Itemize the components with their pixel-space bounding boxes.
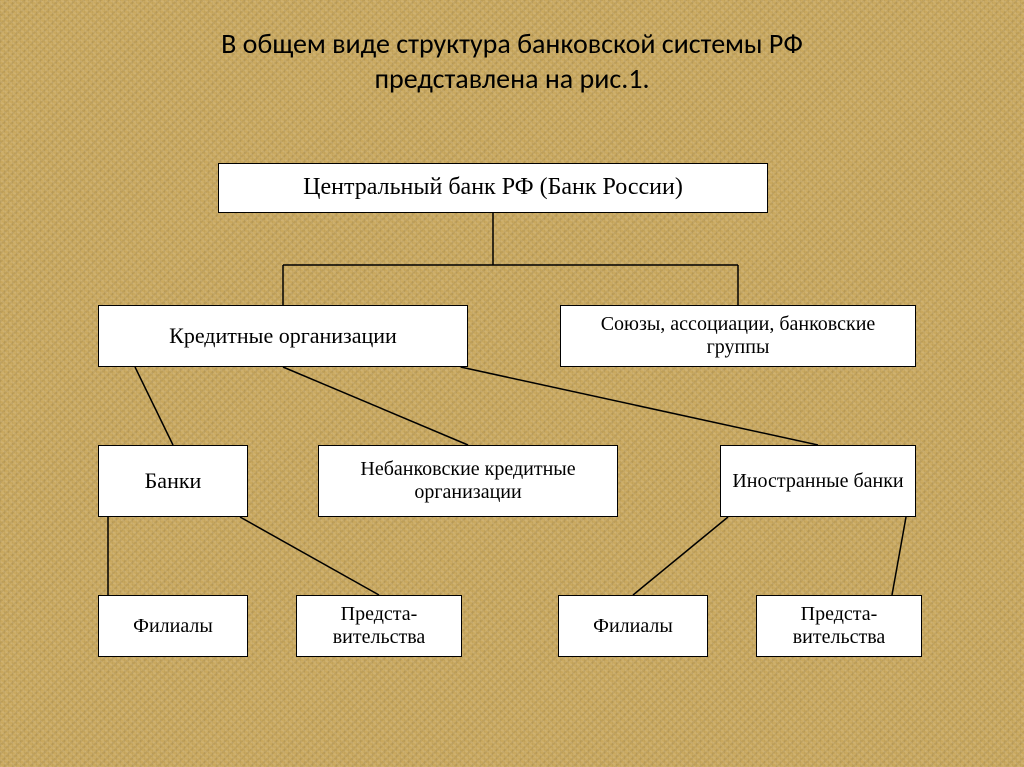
- node-l4b: Предста-вительства: [296, 595, 462, 657]
- node-l2b: Союзы, ассоциации, банковские группы: [560, 305, 916, 367]
- title-line-2: представлена на рис.1.: [374, 61, 649, 96]
- node-root: Центральный банк РФ (Банк России): [218, 163, 768, 213]
- slide: В общем виде структура банковской систем…: [0, 0, 1024, 767]
- node-l3c: Иностранные банки: [720, 445, 916, 517]
- node-l2a: Кредитные организации: [98, 305, 468, 367]
- title-line-1: В общем виде структура банковской систем…: [221, 26, 803, 61]
- node-l3b: Небанковские кредитные организации: [318, 445, 618, 517]
- node-l4d: Предста-вительства: [756, 595, 922, 657]
- node-l4a: Филиалы: [98, 595, 248, 657]
- node-l4c: Филиалы: [558, 595, 708, 657]
- slide-title: В общем виде структура банковской систем…: [0, 26, 1024, 96]
- node-l3a: Банки: [98, 445, 248, 517]
